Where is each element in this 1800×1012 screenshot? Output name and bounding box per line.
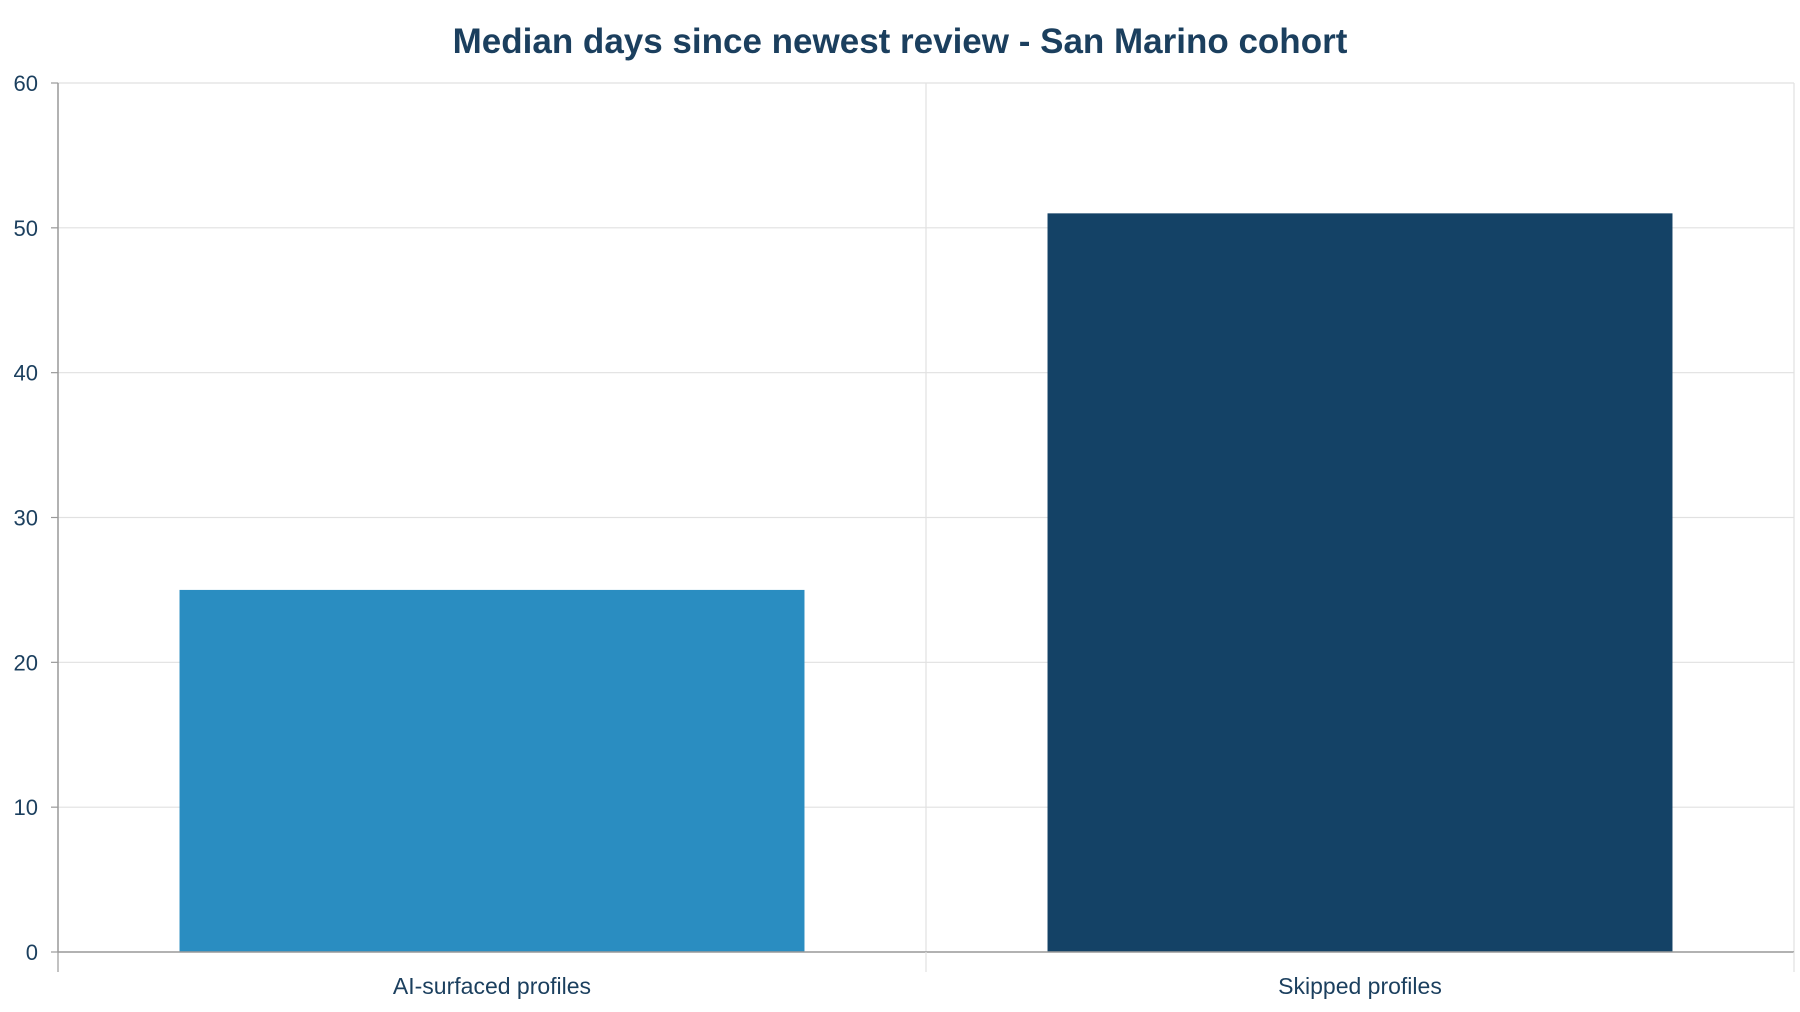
x-category-label: Skipped profiles [1278, 973, 1442, 999]
chart-title: Median days since newest review - San Ma… [453, 22, 1348, 61]
x-axis-ticks: AI-surfaced profiles Skipped profiles [57, 952, 1795, 999]
y-tick-label: 20 [14, 650, 38, 675]
y-axis-ticks: 0 10 20 30 40 50 60 [14, 71, 58, 965]
bars [179, 213, 1673, 953]
y-tick-label: 50 [14, 216, 38, 241]
y-tick-label: 0 [26, 940, 38, 965]
y-tick-label: 10 [14, 795, 38, 820]
bar-1 [1047, 213, 1673, 953]
y-tick-label: 60 [14, 71, 38, 96]
y-tick-label: 40 [14, 361, 38, 386]
y-tick-label: 30 [14, 506, 38, 531]
x-category-label: AI-surfaced profiles [393, 973, 591, 999]
bar-0 [179, 589, 805, 952]
